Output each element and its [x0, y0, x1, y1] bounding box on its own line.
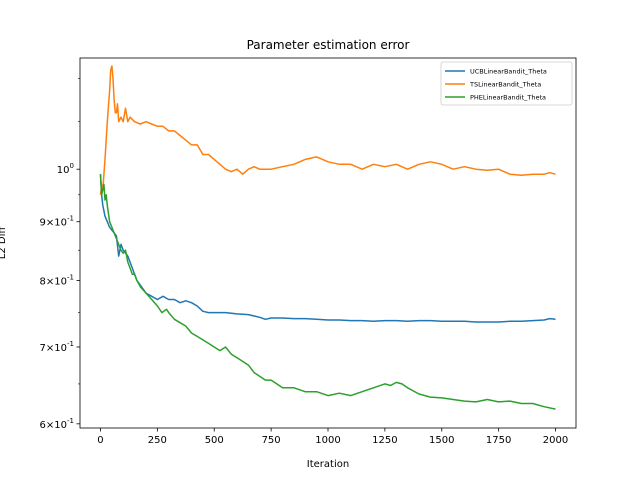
x-tick-label: 0: [97, 435, 103, 446]
y-tick-label: 9×10-1: [40, 215, 74, 229]
legend-frame: [440, 61, 573, 106]
x-axis: 0 250 500 750 1000 1250 1500 1750 2000: [97, 428, 568, 446]
series-layer: [99, 65, 556, 410]
x-tick-label: 1250: [372, 435, 397, 446]
y-tick-label: 7×10-1: [40, 340, 74, 354]
x-axis-label: Iteration: [307, 459, 349, 470]
x-tick-label: 750: [262, 435, 281, 446]
series-line-2: [99, 174, 556, 410]
legend: UCBLinearBandit_Theta TSLinearBandit_Thet…: [440, 61, 573, 106]
legend-label-2: PHELinearBandit_Theta: [470, 94, 546, 102]
x-tick-label: 1750: [486, 435, 511, 446]
y-axis-label: L2 Diff: [0, 226, 8, 260]
y-axis: 100 9×10-1 8×10-1 7×10-1 6×10-1: [40, 78, 80, 431]
chart-title: Parameter estimation error: [247, 38, 410, 52]
legend-label-0: UCBLinearBandit_Theta: [470, 68, 547, 76]
series-line-0: [99, 174, 556, 323]
x-tick-label: 500: [205, 435, 224, 446]
x-tick-label: 1500: [429, 435, 454, 446]
series-line-1: [99, 65, 556, 195]
y-tick-label: 8×10-1: [40, 273, 74, 287]
x-tick-label: 250: [148, 435, 167, 446]
legend-label-1: TSLinearBandit_Theta: [469, 81, 541, 89]
y-tick-label: 100: [57, 162, 74, 176]
x-tick-label: 1000: [315, 435, 340, 446]
plot-area: [79, 57, 577, 429]
x-tick-label: 2000: [543, 435, 568, 446]
y-tick-label: 6×10-1: [40, 417, 74, 431]
